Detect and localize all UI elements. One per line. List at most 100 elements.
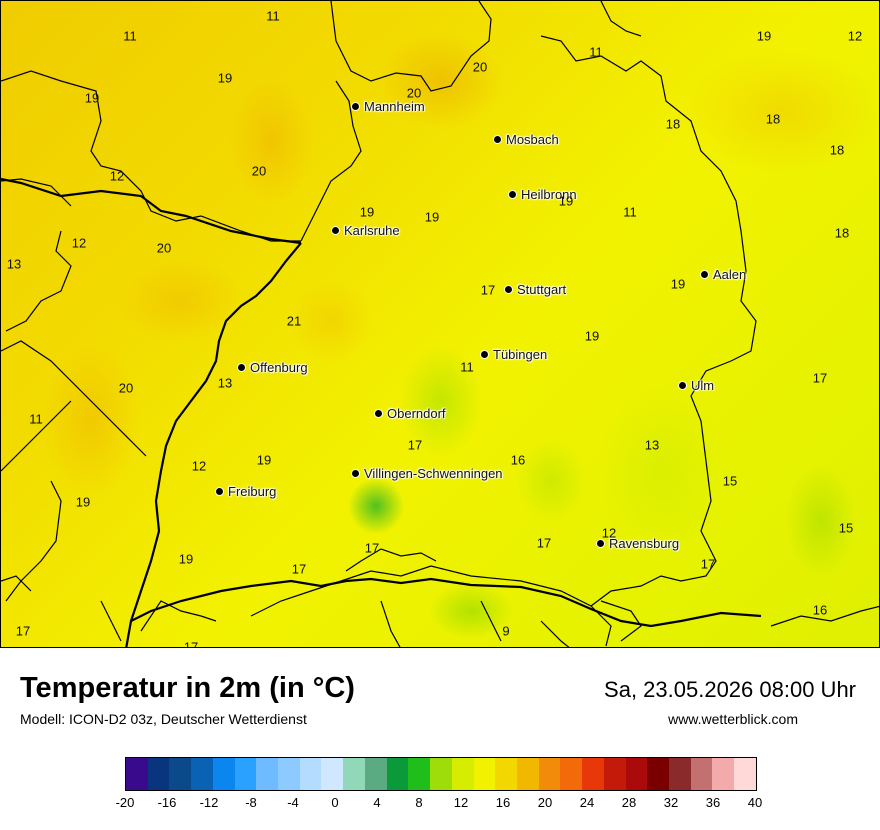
legend-swatch	[169, 758, 192, 790]
temperature-value: 17	[407, 437, 423, 453]
legend-tick-label: 12	[453, 795, 469, 810]
legend-swatch	[234, 758, 257, 790]
temperature-value: 15	[722, 473, 738, 489]
legend-swatch	[343, 758, 365, 790]
legend-swatch	[147, 758, 170, 790]
legend-swatch	[126, 758, 148, 790]
temperature-value: 17	[480, 282, 496, 298]
temperature-value: 13	[644, 437, 660, 453]
temperature-value: 19	[359, 204, 375, 220]
temperature-value: 12	[601, 525, 617, 541]
city-dot-icon	[331, 226, 340, 235]
temperature-value: 21	[286, 313, 302, 329]
city-marker: Villingen-Schwenningen	[351, 466, 503, 481]
legend-swatch	[408, 758, 431, 790]
city-dot-icon	[480, 350, 489, 359]
temperature-value: 20	[251, 163, 267, 179]
city-label: Villingen-Schwenningen	[364, 466, 503, 481]
legend-ticks: -20 -16 -12 -8 -4 0 4 8 12 16 20 24 28 32 36 40	[0, 795, 880, 815]
legend-swatch	[690, 758, 713, 790]
temperature-value: 18	[834, 225, 850, 241]
city-label: Mannheim	[364, 99, 425, 114]
city-dot-icon	[215, 487, 224, 496]
chart-title: Temperatur in 2m (in °C)	[20, 672, 355, 704]
city-marker: Ravensburg	[596, 536, 679, 551]
city-marker: Freiburg	[215, 484, 276, 499]
legend-swatch	[256, 758, 279, 790]
temperature-value: 17	[812, 370, 828, 386]
website-link[interactable]: www.wetterblick.com	[668, 711, 798, 727]
legend-tick-label: 36	[705, 795, 721, 810]
legend-tick-label: -12	[199, 795, 219, 810]
legend-tick-label: 32	[663, 795, 679, 810]
legend-swatch	[734, 758, 756, 790]
city-dot-icon	[351, 469, 360, 478]
city-marker: Karlsruhe	[331, 223, 400, 238]
city-marker: Ulm	[678, 378, 714, 393]
temperature-value: 17	[536, 535, 552, 551]
color-legend	[125, 757, 757, 791]
model-info: Modell: ICON-D2 03z, Deutscher Wetterdie…	[20, 711, 307, 727]
city-dot-icon	[493, 135, 502, 144]
city-marker: Aalen	[700, 267, 746, 282]
temperature-value: 19	[424, 209, 440, 225]
forecast-datetime: Sa, 23.05.2026 08:00 Uhr	[604, 677, 856, 702]
legend-swatch	[278, 758, 300, 790]
legend-swatch	[582, 758, 604, 790]
city-marker: Stuttgart	[504, 282, 566, 297]
legend-tick-label: 8	[415, 795, 423, 810]
temperature-value: 20	[156, 240, 172, 256]
legend-swatch	[560, 758, 583, 790]
legend-tick-label: 4	[373, 795, 381, 810]
legend-swatch	[299, 758, 322, 790]
legend-swatch	[364, 758, 387, 790]
temperature-value: 19	[178, 551, 194, 567]
legend-swatch	[495, 758, 517, 790]
temperature-value: 11	[460, 359, 474, 375]
city-label: Oberndorf	[387, 406, 446, 421]
temperature-value: 20	[118, 380, 134, 396]
city-label: Heilbronn	[521, 187, 577, 202]
city-dot-icon	[700, 270, 709, 279]
temperature-value: 18	[829, 142, 845, 158]
temperature-value: 9	[502, 623, 510, 639]
legend-tick-label: -8	[245, 795, 257, 810]
temperature-value: 11	[589, 44, 603, 60]
legend-tick-label: 20	[537, 795, 553, 810]
city-label: Stuttgart	[517, 282, 567, 297]
legend-tick-label: 24	[579, 795, 595, 810]
city-marker: Oberndorf	[374, 406, 446, 421]
temperature-value: 18	[765, 111, 781, 127]
city-marker: Offenburg	[237, 360, 308, 375]
temperature-map: Mannheim Mosbach Heilbronn Karlsruhe Stuttga…	[0, 0, 880, 648]
legend-swatch	[516, 758, 539, 790]
legend-swatch	[712, 758, 735, 790]
temperature-value: 19	[670, 276, 686, 292]
city-label: Mosbach	[506, 132, 559, 147]
legend-swatch	[321, 758, 344, 790]
city-label: Ravensburg	[609, 536, 680, 551]
temperature-value: 20	[472, 59, 488, 75]
temperature-value: 18	[665, 116, 681, 132]
temperature-value: 19	[256, 452, 272, 468]
city-dot-icon	[596, 539, 605, 548]
temperature-value: 16	[510, 452, 526, 468]
temperature-value: 17	[700, 556, 716, 572]
legend-swatch	[386, 758, 409, 790]
legend-swatch	[473, 758, 496, 790]
temperature-value: 19	[75, 494, 91, 510]
city-marker: Heilbronn	[508, 187, 577, 202]
temperature-value: 20	[406, 85, 422, 101]
legend-tick-label: 28	[621, 795, 637, 810]
temperature-value: 11	[123, 28, 137, 44]
temperature-value: 12	[847, 28, 863, 44]
city-marker: Mosbach	[493, 132, 559, 147]
temperature-value: 11	[623, 204, 637, 220]
temperature-value: 17	[183, 639, 199, 648]
temperature-value: 17	[291, 561, 307, 577]
temperature-value: 13	[217, 375, 233, 391]
city-label: Aalen	[713, 267, 747, 282]
temperature-value: 17	[364, 540, 380, 556]
legend-swatch	[668, 758, 691, 790]
temperature-value: 12	[109, 168, 125, 184]
